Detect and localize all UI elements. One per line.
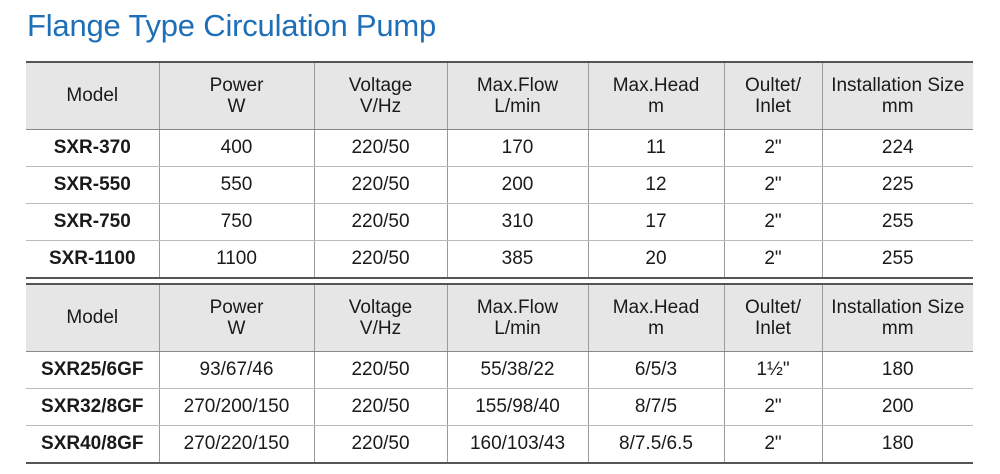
cell-installation-size: 200: [821, 388, 973, 426]
cell-model: SXR-370: [26, 129, 159, 167]
cell-outlet-inlet: 1½": [723, 351, 822, 389]
cell-model: SXR-550: [26, 166, 159, 204]
cell-model: SXR-1100: [26, 240, 159, 279]
cell-installation-size: 225: [821, 166, 973, 204]
header-voltage: Voltage V/Hz: [313, 61, 447, 130]
header-power: Power W: [158, 283, 314, 352]
cell-power: 750: [158, 203, 314, 241]
page-title: Flange Type Circulation Pump: [27, 8, 437, 43]
header-outlet-inlet: Oultet/Inlet: [723, 283, 822, 352]
header-installation-size: Installation Size mm: [821, 61, 973, 130]
cell-installation-size: 180: [821, 425, 973, 464]
spec-table-standard: Model Power W Voltage V/Hz Max.Flow L/min M…: [26, 61, 973, 279]
cell-power: 270/220/150: [158, 425, 314, 464]
cell-max-flow: 160/103/43: [446, 425, 588, 464]
header-max-head: Max.Head m: [587, 61, 724, 130]
cell-max-head: 6/5/3: [587, 351, 724, 389]
cell-voltage: 220/50: [313, 388, 447, 426]
cell-model: SXR-750: [26, 203, 159, 241]
cell-model: SXR40/8GF: [26, 425, 159, 464]
header-model: Model: [26, 61, 159, 130]
cell-voltage: 220/50: [313, 129, 447, 167]
header-voltage: Voltage V/Hz: [313, 283, 447, 352]
table-row: SXR-1100 1100 220/50 385 20 2" 255: [26, 240, 973, 279]
cell-max-flow: 170: [446, 129, 588, 167]
cell-voltage: 220/50: [313, 351, 447, 389]
cell-power: 1100: [158, 240, 314, 279]
header-max-flow: Max.Flow L/min: [446, 283, 588, 352]
cell-model: SXR25/6GF: [26, 351, 159, 389]
cell-outlet-inlet: 2": [723, 129, 822, 167]
table-row: SXR40/8GF 270/220/150 220/50 160/103/43 …: [26, 425, 973, 464]
cell-outlet-inlet: 2": [723, 388, 822, 426]
cell-outlet-inlet: 2": [723, 240, 822, 279]
cell-max-head: 8/7/5: [587, 388, 724, 426]
cell-power: 550: [158, 166, 314, 204]
cell-max-flow: 200: [446, 166, 588, 204]
header-max-flow: Max.Flow L/min: [446, 61, 588, 130]
table-row: SXR-750 750 220/50 310 17 2" 255: [26, 203, 973, 241]
cell-installation-size: 180: [821, 351, 973, 389]
cell-voltage: 220/50: [313, 166, 447, 204]
cell-power: 93/67/46: [158, 351, 314, 389]
header-max-head: Max.Head m: [587, 283, 724, 352]
cell-max-flow: 155/98/40: [446, 388, 588, 426]
table-header-row: Model Power W Voltage V/Hz Max.Flow L/min M…: [26, 61, 973, 130]
cell-voltage: 220/50: [313, 240, 447, 279]
cell-outlet-inlet: 2": [723, 166, 822, 204]
cell-installation-size: 224: [821, 129, 973, 167]
table-row: SXR32/8GF 270/200/150 220/50 155/98/40 8…: [26, 388, 973, 426]
cell-power: 400: [158, 129, 314, 167]
cell-model: SXR32/8GF: [26, 388, 159, 426]
header-model: Model: [26, 283, 159, 352]
cell-max-head: 8/7.5/6.5: [587, 425, 724, 464]
cell-max-head: 17: [587, 203, 724, 241]
cell-max-head: 20: [587, 240, 724, 279]
table-header-row: Model Power W Voltage V/Hz Max.Flow L/min M…: [26, 283, 973, 352]
cell-max-head: 11: [587, 129, 724, 167]
cell-outlet-inlet: 2": [723, 203, 822, 241]
spec-table-gf-series: Model Power W Voltage V/Hz Max.Flow L/min M…: [26, 283, 973, 464]
cell-max-head: 12: [587, 166, 724, 204]
cell-voltage: 220/50: [313, 425, 447, 464]
cell-installation-size: 255: [821, 203, 973, 241]
header-installation-size: Installation Size mm: [821, 283, 973, 352]
cell-max-flow: 385: [446, 240, 588, 279]
cell-max-flow: 55/38/22: [446, 351, 588, 389]
header-outlet-inlet: Oultet/Inlet: [723, 61, 822, 130]
cell-max-flow: 310: [446, 203, 588, 241]
table-row: SXR-550 550 220/50 200 12 2" 225: [26, 166, 973, 204]
cell-outlet-inlet: 2": [723, 425, 822, 464]
cell-power: 270/200/150: [158, 388, 314, 426]
header-power: Power W: [158, 61, 314, 130]
table-row: SXR-370 400 220/50 170 11 2" 224: [26, 129, 973, 167]
cell-installation-size: 255: [821, 240, 973, 279]
cell-voltage: 220/50: [313, 203, 447, 241]
table-row: SXR25/6GF 93/67/46 220/50 55/38/22 6/5/3…: [26, 351, 973, 389]
